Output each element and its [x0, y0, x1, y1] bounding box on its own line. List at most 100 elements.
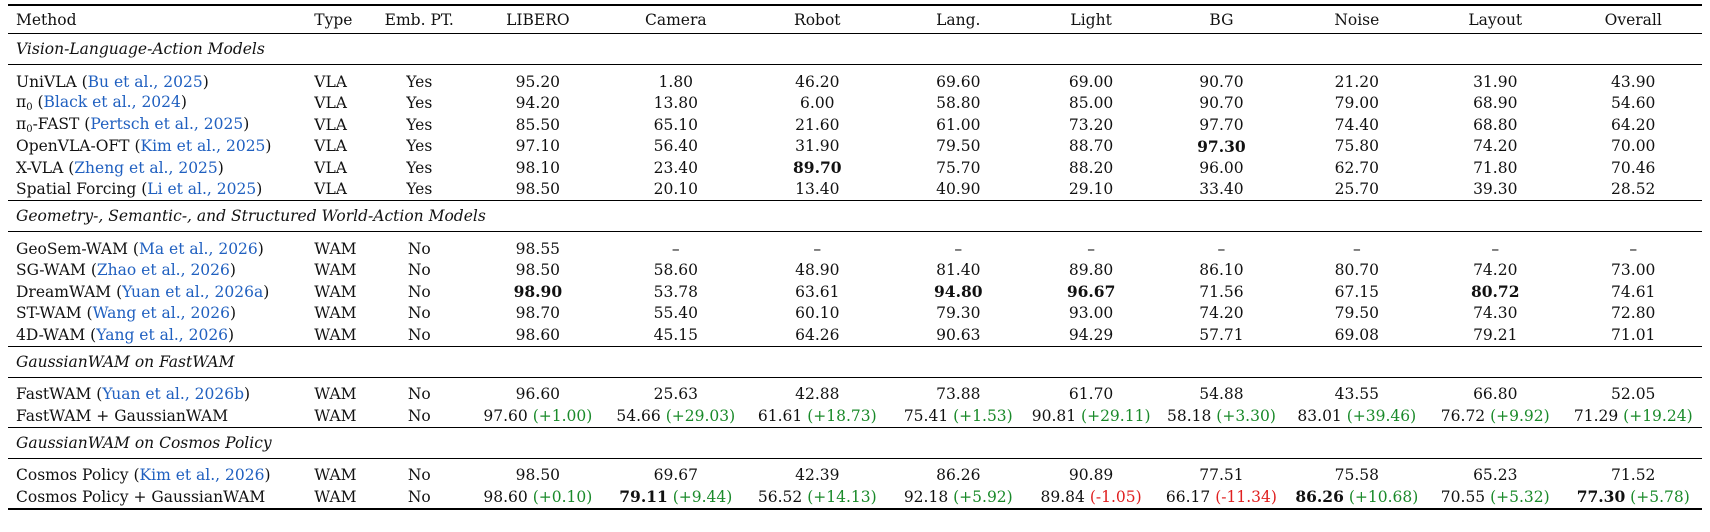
score-value: 90.81 — [1031, 406, 1077, 425]
type-cell: VLA — [314, 180, 347, 199]
score-value: 73.88 — [936, 385, 981, 404]
col-header-robot: Robot — [745, 4, 890, 34]
citation-link[interactable]: Pertsch et al., 2025 — [90, 114, 244, 133]
score-cell: 54.66 (+29.03) — [607, 405, 745, 427]
section-header-row: Geometry-, Semantic-, and Structured Wor… — [8, 200, 1702, 232]
type-cell: WAM — [314, 304, 357, 323]
score-value: 68.80 — [1473, 115, 1518, 134]
citation-close-paren: ) — [257, 239, 264, 258]
score-cell: – — [607, 238, 745, 260]
citation-link[interactable]: Yuan et al., 2026b — [102, 385, 245, 404]
score-cell: 68.90 — [1426, 93, 1564, 115]
score-cell: 97.70 — [1155, 114, 1287, 136]
score-value: 23.40 — [653, 158, 698, 177]
score-value: 89.80 — [1068, 261, 1114, 280]
score-value: 98.90 — [513, 282, 563, 302]
score-value: 39.30 — [1473, 180, 1518, 199]
score-cell: 79.30 — [890, 303, 1027, 325]
citation-link[interactable]: Zhao et al., 2026 — [96, 261, 230, 280]
score-value: 98.50 — [515, 466, 561, 485]
citation-open-paren: ( — [136, 180, 148, 199]
type-cell: VLA — [314, 158, 347, 177]
score-delta: (+5.92) — [953, 487, 1013, 506]
section-header-row: GaussianWAM on Cosmos Policy — [8, 426, 1702, 459]
table-row: π0 (Black et al., 2024) VLA Yes 94.20 13.80 6… — [8, 93, 1702, 115]
citation-open-paren: ( — [63, 158, 75, 177]
score-value: 96.60 — [515, 385, 561, 404]
score-value: 98.70 — [515, 304, 561, 323]
score-value: 97.60 — [483, 406, 528, 425]
method-name: SG-WAM — [16, 261, 86, 280]
score-delta: (-11.34) — [1215, 487, 1277, 506]
score-cell: 79.21 — [1426, 324, 1564, 346]
score-cell: 98.60 — [469, 324, 606, 346]
score-cell: 71.56 — [1155, 281, 1287, 303]
emb-pt-cell: Yes — [406, 115, 433, 134]
emb-pt-cell: Yes — [406, 72, 433, 91]
citation-close-paren: ) — [229, 304, 237, 323]
score-value: – — [1352, 239, 1361, 258]
type-cell: WAM — [314, 261, 357, 280]
method-name: OpenVLA-OFT — [16, 137, 130, 156]
citation-open-paren: ( — [81, 304, 93, 323]
score-cell: 86.10 — [1155, 260, 1287, 282]
score-cell: 98.10 — [469, 157, 606, 179]
score-cell: 89.84 (-1.05) — [1026, 486, 1156, 510]
score-cell: 61.70 — [1027, 384, 1155, 406]
score-cell: – — [1564, 238, 1702, 260]
score-value: 81.40 — [936, 261, 981, 280]
citation-link[interactable]: Yuan et al., 2026a — [122, 282, 264, 301]
score-delta: (+9.92) — [1490, 406, 1550, 425]
citation-open-paren: ( — [129, 137, 141, 156]
citation-link[interactable]: Black et al., 2024 — [43, 93, 181, 112]
score-cell: – — [1027, 238, 1155, 260]
score-value: 58.80 — [936, 94, 981, 113]
score-value: 97.70 — [1199, 115, 1244, 134]
score-value: 71.52 — [1611, 466, 1656, 485]
method-cell: Spatial Forcing (Li et al., 2025) — [8, 179, 306, 201]
score-value: 21.60 — [795, 115, 840, 134]
type-cell: VLA — [314, 94, 347, 113]
emb-pt-cell: No — [407, 406, 431, 425]
score-value: 74.40 — [1334, 115, 1379, 134]
citation-link[interactable]: Ma et al., 2026 — [138, 239, 258, 258]
citation-link[interactable]: Zheng et al., 2025 — [74, 158, 218, 177]
emb-pt-cell: Yes — [406, 158, 433, 177]
score-cell: 56.52 (+14.13) — [745, 486, 890, 510]
col-header-method: Method — [8, 4, 307, 34]
score-delta: (+29.03) — [665, 406, 736, 425]
score-cell: 81.40 — [890, 260, 1027, 282]
emb-pt-cell: No — [407, 325, 431, 344]
type-cell: WAM — [314, 385, 357, 404]
score-cell: – — [890, 238, 1027, 260]
score-cell: 98.60 (+0.10) — [469, 486, 607, 510]
score-value: 65.10 — [653, 115, 698, 134]
score-cell: 73.20 — [1027, 114, 1155, 136]
score-cell: 69.08 — [1288, 324, 1426, 346]
score-cell: 96.00 — [1155, 157, 1287, 179]
score-delta: (+1.00) — [532, 406, 593, 425]
citation-link[interactable]: Kim et al., 2026 — [139, 466, 265, 485]
score-cell: 79.11 (+9.44) — [606, 486, 746, 510]
score-cell: 85.00 — [1027, 93, 1155, 115]
score-cell: 66.17 (-11.34) — [1155, 486, 1288, 510]
emb-pt-cell: No — [407, 261, 431, 280]
score-value: 61.61 — [757, 406, 803, 425]
citation-link[interactable]: Wang et al., 2026 — [92, 304, 230, 323]
score-delta: (-1.05) — [1089, 487, 1142, 506]
emb-pt-cell: No — [407, 282, 431, 301]
score-cell: – — [1426, 238, 1564, 260]
score-delta: (+9.44) — [672, 488, 733, 507]
score-value: 68.90 — [1473, 94, 1518, 113]
score-value: 29.10 — [1068, 180, 1114, 199]
citation-link[interactable]: Yang et al., 2026 — [96, 325, 229, 344]
method-name: X-VLA — [16, 158, 64, 177]
citation-open-paren: ( — [85, 261, 97, 280]
score-value: 45.15 — [653, 325, 698, 344]
citation-link[interactable]: Kim et al., 2025 — [140, 137, 266, 156]
score-cell: 60.10 — [745, 303, 890, 325]
citation-open-paren: ( — [79, 114, 91, 133]
citation-link[interactable]: Li et al., 2025 — [147, 180, 257, 199]
citation-close-paren: ) — [229, 261, 236, 280]
citation-link[interactable]: Bu et al., 2025 — [87, 72, 203, 91]
